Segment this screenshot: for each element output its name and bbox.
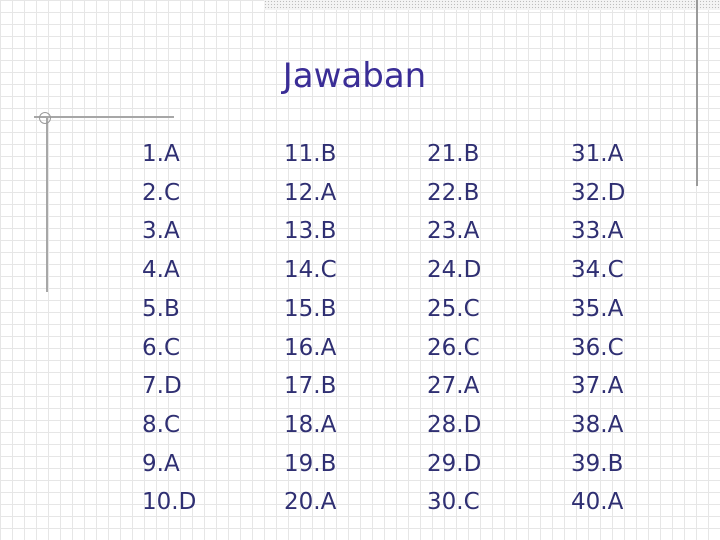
answer-item: 39.B xyxy=(571,450,624,477)
answer-item: 37.A xyxy=(571,373,624,400)
answer-item: 25.C xyxy=(427,295,480,322)
answer-item: 36.C xyxy=(571,334,624,361)
answer-item: 34.C xyxy=(571,257,624,284)
answer-item: 7.D xyxy=(142,373,182,400)
answer-item: 24.D xyxy=(427,257,482,284)
answer-item: 12.A xyxy=(284,179,337,206)
answer-item: 33.A xyxy=(571,218,624,245)
answer-item: 30.C xyxy=(427,489,480,516)
answer-item: 23.A xyxy=(427,218,480,245)
answer-item: 18.A xyxy=(284,411,337,438)
answer-item: 28.D xyxy=(427,411,482,438)
answer-item: 26.C xyxy=(427,334,480,361)
answer-item: 14.C xyxy=(284,257,337,284)
answer-item: 32.D xyxy=(571,179,626,206)
vertical-decorative-rule xyxy=(46,118,48,292)
answer-item: 27.A xyxy=(427,373,480,400)
answer-column-2: 11.B 12.A 13.B 14.C 15.B 16.A 17.B 18.A … xyxy=(284,135,337,522)
answer-item: 13.B xyxy=(284,218,337,245)
answer-item: 8.C xyxy=(142,411,181,438)
answer-item: 2.C xyxy=(142,179,181,206)
circle-marker-icon xyxy=(39,112,51,124)
top-decorative-band xyxy=(264,0,720,10)
answer-column-4: 31.A 32.D 33.A 34.C 35.A 36.C 37.A 38.A … xyxy=(571,135,625,522)
answer-column-1: 1.A 2.C 3.A 4.A 5.B 6.C 7.D 8.C 9.A 10.D xyxy=(142,135,196,522)
horizontal-decorative-rule xyxy=(34,116,174,118)
slide-title: Jawaban xyxy=(282,56,427,96)
answer-item: 31.A xyxy=(571,141,624,167)
answer-item: 1.A xyxy=(142,141,180,167)
answer-item: 40.A xyxy=(571,489,624,516)
answer-item: 10.D xyxy=(142,489,197,516)
answer-item: 16.A xyxy=(284,334,337,361)
answer-item: 15.B xyxy=(284,295,337,322)
answer-item: 9.A xyxy=(142,450,180,477)
right-decorative-rule xyxy=(696,0,698,186)
answer-item: 38.A xyxy=(571,411,624,438)
answer-item: 11.B xyxy=(284,141,337,167)
answer-item: 5.B xyxy=(142,295,180,322)
answer-item: 19.B xyxy=(284,450,337,477)
answer-item: 17.B xyxy=(284,373,337,400)
answer-item: 29.D xyxy=(427,450,482,477)
answer-item: 21.B xyxy=(427,141,480,167)
answer-column-3: 21.B 22.B 23.A 24.D 25.C 26.C 27.A 28.D … xyxy=(427,135,481,522)
answer-item: 4.A xyxy=(142,257,180,284)
answer-item: 3.A xyxy=(142,218,180,245)
answer-item: 20.A xyxy=(284,489,337,516)
answer-item: 6.C xyxy=(142,334,181,361)
answer-item: 35.A xyxy=(571,295,624,322)
answer-item: 22.B xyxy=(427,179,480,206)
